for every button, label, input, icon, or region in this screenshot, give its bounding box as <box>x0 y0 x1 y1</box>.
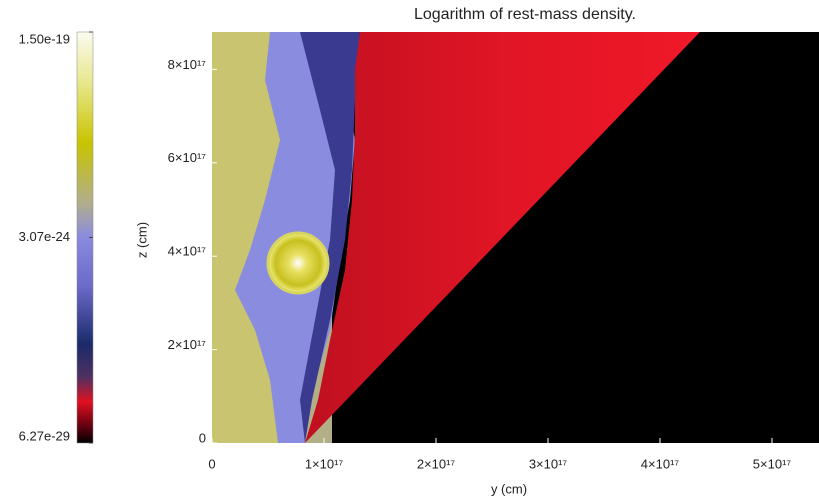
x-tick-label: 1×10¹⁷ <box>305 456 344 471</box>
chart-title: Logarithm of rest-mass density. <box>414 6 636 23</box>
x-tick-label: 3×10¹⁷ <box>529 456 568 471</box>
page: {"chart_data": { "type": "heatmap", "tit… <box>0 0 819 499</box>
colorbar-tick-label: 3.07e-24 <box>19 229 70 244</box>
y-tick-label: 6×10¹⁷ <box>168 150 207 165</box>
y-tick-label: 0 <box>199 430 206 445</box>
bubble <box>268 233 328 293</box>
x-tick-label: 5×10¹⁷ <box>753 456 792 471</box>
y-tick-label: 8×10¹⁷ <box>168 57 207 72</box>
y-tick-label: 2×10¹⁷ <box>168 337 207 352</box>
x-tick-label: 2×10¹⁷ <box>417 456 456 471</box>
x-axis-label: y (cm) <box>491 481 527 496</box>
y-axis-label: z (cm) <box>134 222 149 258</box>
y-tick-label: 4×10¹⁷ <box>168 244 207 259</box>
colorbar-tick-label: 6.27e-29 <box>19 428 70 443</box>
colorbar-tick-label: 1.50e-19 <box>19 31 70 46</box>
density-image <box>212 32 819 443</box>
x-tick-label: 4×10¹⁷ <box>641 456 680 471</box>
x-tick-label: 0 <box>208 456 215 471</box>
figure: Logarithm of rest-mass density. y (cm) z… <box>0 0 819 499</box>
